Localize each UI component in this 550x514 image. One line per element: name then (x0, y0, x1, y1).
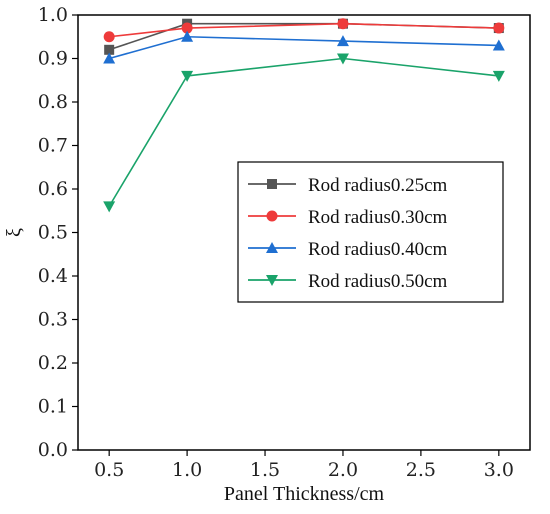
y-tick-label: 0.7 (38, 135, 68, 157)
series (103, 53, 505, 213)
y-tick-label: 0.8 (38, 91, 68, 113)
marker-square (267, 179, 277, 189)
marker-triangle-down (492, 70, 505, 82)
marker-circle (181, 22, 193, 34)
x-tick-label: 2.0 (328, 459, 358, 481)
marker-square (104, 44, 115, 55)
x-tick-label: 0.5 (94, 459, 124, 481)
y-tick-label: 0.1 (38, 396, 68, 418)
legend-box (237, 161, 504, 303)
marker-triangle-up (103, 52, 116, 64)
series (103, 18, 505, 43)
marker-circle (103, 31, 115, 43)
x-tick-label: 2.5 (406, 459, 436, 481)
marker-triangle-up (266, 242, 278, 253)
series-layer (103, 18, 505, 213)
marker-triangle-down (181, 70, 194, 82)
x-tick-label: 3.0 (484, 459, 514, 481)
y-tick-label: 0.5 (38, 222, 68, 244)
y-tick-label: 0.6 (38, 178, 68, 200)
series-line (108, 22, 499, 51)
series-line (108, 57, 499, 207)
legend-label: Rod radius0.30cm (308, 207, 448, 228)
marker-triangle-down (103, 201, 116, 213)
marker-triangle-up (336, 35, 349, 47)
marker-triangle-up (181, 30, 194, 42)
legend-label: Rod radius0.50cm (308, 271, 448, 292)
x-axis-ticks: 0.5 1.0 1.5 2.0 2.5 3.0 (94, 450, 514, 481)
series-line (108, 35, 499, 60)
marker-triangle-down (266, 275, 278, 286)
y-tick-label: 0.2 (38, 352, 68, 374)
legend: Rod radius0.25cm Rod radius0.30cm Rod radi… (237, 161, 504, 303)
series-line (109, 22, 499, 38)
y-tick-label: 0.3 (38, 309, 68, 331)
y-axis-title: ξ (3, 228, 25, 237)
marker-triangle-down (336, 53, 349, 65)
y-tick-label: 1.0 (38, 4, 68, 26)
x-tick-label: 1.0 (172, 459, 202, 481)
y-tick-label: 0.4 (38, 265, 68, 287)
marker-circle (337, 18, 349, 30)
marker-circle (266, 210, 278, 222)
x-tick-label: 1.5 (250, 459, 280, 481)
y-tick-label: 0.0 (38, 439, 68, 461)
legend-label: Rod radius0.25cm (308, 175, 448, 196)
legend-label: Rod radius0.40cm (308, 239, 448, 260)
x-axis-title: Panel Thickness/cm (224, 483, 385, 505)
y-axis-ticks: 0.0 0.1 0.2 0.3 0.4 0.5 0.6 0.7 0.8 0.9 1.0 (38, 4, 78, 461)
series (103, 30, 505, 64)
y-tick-label: 0.9 (38, 48, 68, 70)
marker-triangle-up (492, 39, 505, 51)
marker-circle (493, 22, 505, 34)
